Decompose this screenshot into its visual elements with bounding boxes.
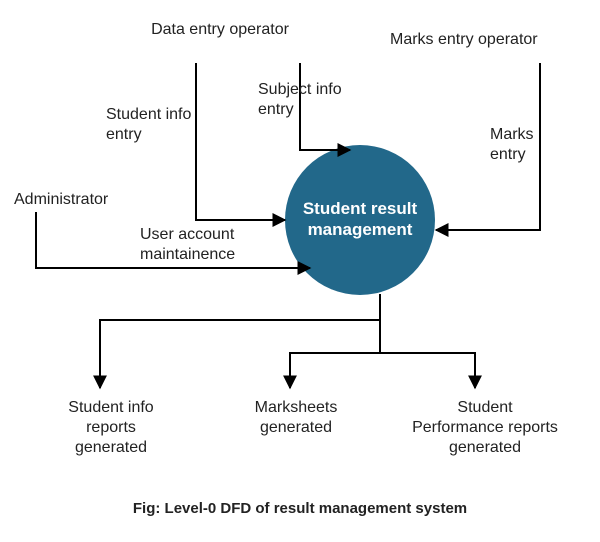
external-performance-reports: Student Performance reports generated [410,398,560,458]
flow-label-subject-info-entry: Subject info entry [258,80,358,120]
flow-to-marksheets [290,353,380,388]
diagram-canvas: Student result management Data entry ope… [0,0,600,542]
flow-to-performance-reports [380,353,475,388]
external-administrator: Administrator [14,190,108,210]
external-marks-entry-operator: Marks entry operator [390,30,538,50]
flow-label-marks-entry: Marks entry [490,125,550,165]
external-data-entry-operator: Data entry operator [150,20,290,40]
external-student-info-reports: Student info reports generated [52,398,170,458]
external-marksheets: Marksheets generated [236,398,356,438]
process-node-label: Student result management [300,198,420,241]
flow-label-user-account-maintenance: User account maintainence [140,225,270,265]
flow-label-student-info-entry: Student info entry [106,105,196,145]
figure-caption: Fig: Level-0 DFD of result management sy… [0,500,600,517]
